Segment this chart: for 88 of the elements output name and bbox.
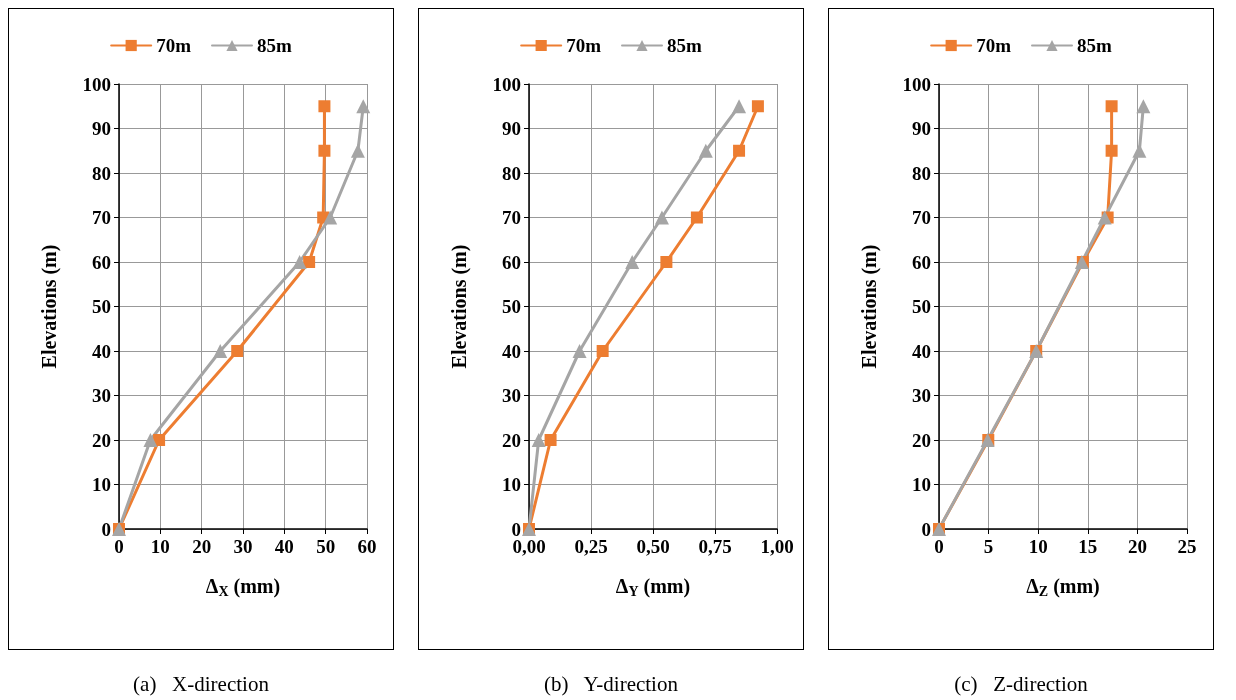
point bbox=[732, 99, 747, 114]
point bbox=[660, 256, 673, 268]
y-tick-label: 70 bbox=[912, 207, 931, 228]
point bbox=[690, 211, 703, 224]
text: (a) X-direction bbox=[133, 672, 269, 697]
y-tick-label: 40 bbox=[502, 340, 521, 362]
point bbox=[1132, 143, 1147, 158]
y-tick-label: 30 bbox=[92, 385, 111, 406]
legend-label: 85m bbox=[257, 35, 292, 56]
point bbox=[1097, 210, 1112, 225]
point bbox=[213, 344, 228, 358]
y-tick-label: 70 bbox=[502, 207, 521, 228]
y-tick-label: 90 bbox=[502, 118, 521, 139]
point bbox=[596, 345, 609, 357]
point bbox=[751, 100, 764, 113]
point bbox=[318, 100, 331, 113]
y-tick-label: 60 bbox=[912, 251, 931, 273]
y-tick-label: 30 bbox=[502, 385, 521, 406]
y-axis-title: Elevations (m) bbox=[858, 244, 881, 369]
y-tick-label: 80 bbox=[502, 162, 521, 184]
x-tick-label: 0,75 bbox=[698, 536, 732, 557]
legend-label: 70m bbox=[976, 35, 1012, 56]
y-tick-label: 50 bbox=[502, 296, 521, 317]
text: (c) Z-direction bbox=[954, 672, 1088, 697]
legend-label: 70m bbox=[566, 35, 602, 56]
y-tick-label: 20 bbox=[912, 429, 931, 451]
x-tick-label: 0 bbox=[114, 536, 124, 557]
x-tick-label: 5 bbox=[983, 536, 994, 557]
y-tick-label: 20 bbox=[92, 429, 111, 451]
x-tick-label: 30 bbox=[233, 536, 253, 557]
point bbox=[143, 433, 158, 447]
y-tick-label: 30 bbox=[912, 385, 931, 406]
x-tick-label: 15 bbox=[1078, 536, 1098, 557]
point bbox=[531, 433, 546, 447]
point bbox=[1136, 99, 1151, 114]
y-tick-label: 70 bbox=[92, 207, 111, 228]
x-tick-label: 60 bbox=[357, 536, 377, 557]
x-tick-label: 20 bbox=[192, 536, 212, 557]
point bbox=[544, 434, 557, 446]
x-tick-label: 50 bbox=[316, 536, 336, 557]
point bbox=[356, 99, 371, 114]
y-tick-label: 40 bbox=[912, 340, 931, 362]
y-tick-label: 0 bbox=[921, 518, 931, 540]
x-tick-label: 40 bbox=[274, 536, 294, 557]
y-tick-label: 90 bbox=[912, 118, 931, 139]
x-tick-label: 10 bbox=[150, 536, 170, 557]
y-tick-label: 50 bbox=[92, 296, 111, 317]
point bbox=[292, 255, 307, 269]
point bbox=[303, 256, 316, 268]
y-axis-title: Elevations (m) bbox=[448, 244, 471, 369]
y-tick-label: 100 bbox=[492, 73, 521, 95]
y-tick-label: 100 bbox=[82, 73, 111, 95]
legend-label: 70m bbox=[156, 35, 192, 56]
x-tick-label: 10 bbox=[1028, 536, 1048, 557]
y-tick-label: 10 bbox=[92, 474, 111, 495]
y-tick-label: 10 bbox=[912, 474, 931, 495]
x-tick-label: 25 bbox=[1177, 536, 1197, 557]
legend-label: 85m bbox=[667, 35, 702, 56]
x-tick-label: 1,00 bbox=[760, 536, 794, 557]
y-tick-label: 80 bbox=[92, 162, 111, 184]
y-tick-label: 100 bbox=[902, 73, 931, 95]
point bbox=[323, 210, 338, 225]
point bbox=[350, 143, 365, 158]
point bbox=[698, 143, 713, 158]
point bbox=[733, 144, 746, 157]
point bbox=[1105, 100, 1118, 113]
point bbox=[625, 255, 640, 269]
legend-label: 85m bbox=[1077, 35, 1112, 56]
point bbox=[1105, 144, 1118, 157]
y-tick-label: 40 bbox=[92, 340, 111, 362]
y-tick-label: 10 bbox=[502, 474, 521, 495]
text: (b) Y-direction bbox=[544, 672, 678, 697]
y-tick-label: 60 bbox=[502, 251, 521, 273]
y-tick-label: 20 bbox=[502, 429, 521, 451]
x-tick-label: 0,25 bbox=[574, 536, 608, 557]
y-tick-label: 50 bbox=[912, 296, 931, 317]
point bbox=[231, 345, 244, 357]
point bbox=[572, 344, 587, 358]
x-tick-label: 0 bbox=[934, 536, 944, 557]
y-tick-label: 60 bbox=[92, 251, 111, 273]
y-tick-label: 0 bbox=[101, 518, 111, 540]
y-tick-label: 80 bbox=[912, 162, 931, 184]
point bbox=[318, 144, 331, 157]
y-axis-title: Elevations (m) bbox=[38, 244, 61, 369]
x-tick-label: 20 bbox=[1127, 536, 1147, 557]
y-tick-label: 90 bbox=[92, 118, 111, 139]
x-tick-label: 0,50 bbox=[636, 536, 670, 557]
point bbox=[654, 210, 669, 225]
